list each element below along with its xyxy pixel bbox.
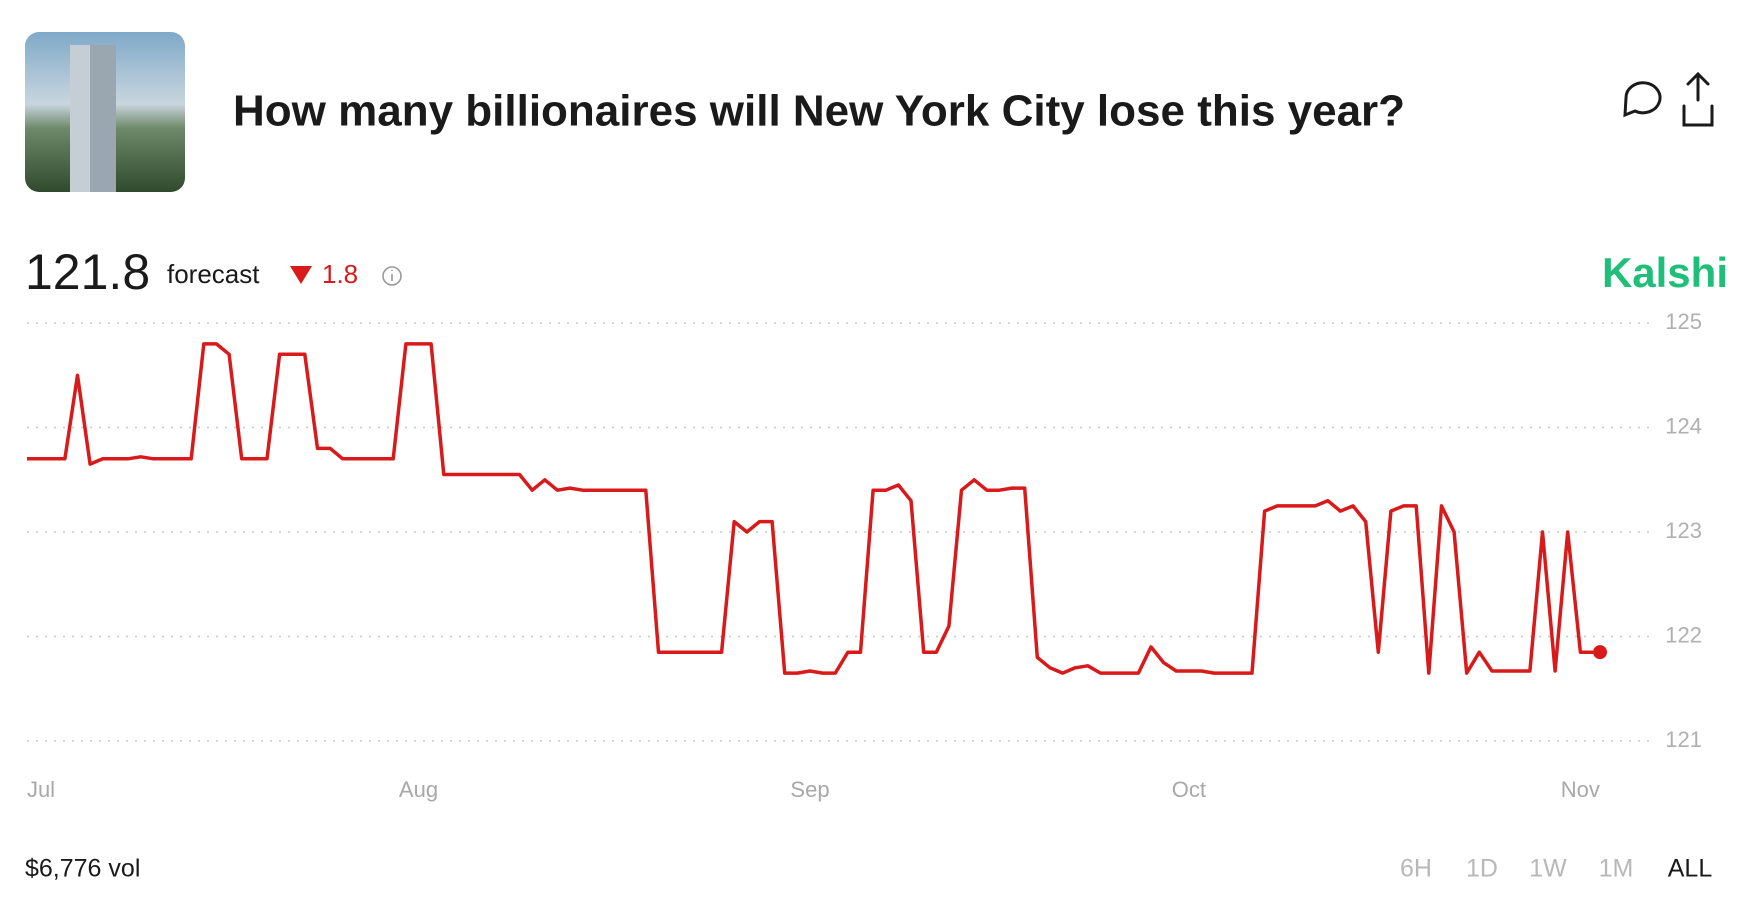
comment-button[interactable] — [1623, 81, 1662, 118]
x-tick-label: Nov — [1561, 777, 1600, 802]
forecast-label: forecast — [167, 259, 260, 289]
forecast-value: 121.8 — [25, 244, 150, 300]
range-button[interactable]: 1D — [1466, 855, 1498, 883]
info-icon[interactable] — [382, 266, 402, 286]
y-tick-label: 125 — [1665, 309, 1702, 334]
down-arrow — [290, 266, 312, 284]
thumbnail — [25, 32, 185, 192]
range-button[interactable]: 1W — [1529, 855, 1567, 883]
range-button[interactable]: 6H — [1400, 855, 1432, 883]
y-tick-label: 123 — [1665, 518, 1702, 543]
x-tick-label: Jul — [27, 777, 55, 802]
price-line — [27, 342, 1593, 675]
y-tick-label: 121 — [1665, 727, 1702, 752]
share-button[interactable] — [1682, 71, 1714, 127]
forecast-change: 1.8 — [322, 259, 358, 289]
volume: $6,776 vol — [25, 855, 140, 883]
x-tick-label: Oct — [1172, 777, 1206, 802]
x-tick-label: Aug — [399, 777, 438, 802]
range-button[interactable]: 1M — [1599, 855, 1634, 883]
range-button[interactable]: ALL — [1668, 855, 1713, 883]
x-tick-label: Sep — [790, 777, 829, 802]
y-tick-label: 122 — [1665, 622, 1702, 647]
title: How many billionaires will New York City… — [233, 87, 1405, 136]
current-point — [1593, 645, 1607, 660]
y-tick-label: 124 — [1665, 413, 1702, 438]
brand: Kalshi — [1602, 249, 1728, 296]
